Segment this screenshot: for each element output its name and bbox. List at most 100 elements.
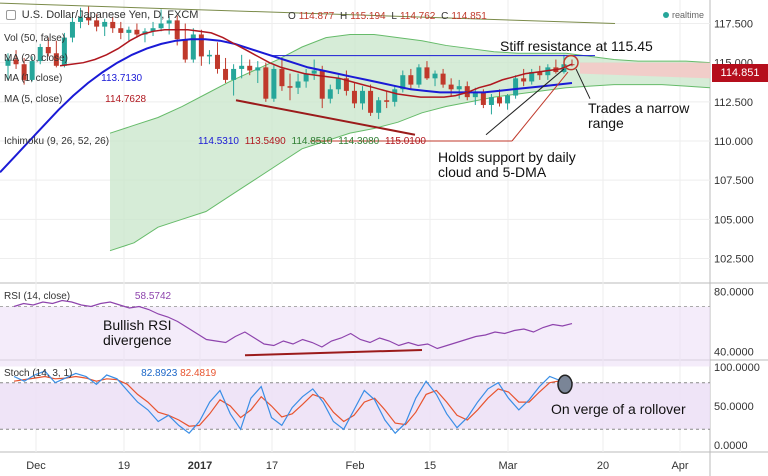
candle-body [231, 68, 237, 80]
candle-body [94, 20, 100, 27]
stoch-legend[interactable]: Stoch (14, 3, 1) 82.8923 82.4819 [4, 368, 216, 379]
candle-body [327, 89, 333, 99]
x-tick-label: Apr [671, 460, 688, 472]
annotation-support-line-2: cloud and 5-DMA [438, 164, 547, 180]
resistance-circle [563, 54, 579, 71]
legend-ma20[interactable]: MA (20, close) [4, 53, 68, 64]
candle-body [150, 28, 156, 32]
legend-ma5[interactable]: MA (5, close) 114.7628 [4, 94, 146, 105]
y-tick-label: 105.000 [714, 214, 754, 226]
rsi-legend-value: 58.5742 [134, 291, 172, 302]
collapse-toggle-icon[interactable] [6, 10, 16, 21]
candle-body [182, 39, 188, 60]
candle-body [166, 20, 172, 24]
candle-body [198, 34, 204, 57]
candle-body [134, 29, 140, 35]
current-price-tag: 114.851 [712, 64, 768, 82]
legend-ichimoku-label: Ichimoku (9, 26, 52, 26) [4, 136, 110, 147]
cloud-upper-line [109, 33, 711, 134]
legend-ma5-value: 114.7628 [105, 94, 147, 105]
low-label: L [391, 11, 397, 22]
candle-body [69, 21, 75, 38]
legend-ma1-value: 113.7130 [101, 73, 143, 84]
candle-body [496, 97, 502, 104]
stoch-legend-label: Stoch (14, 3, 1) [4, 368, 73, 379]
candle-body [255, 67, 261, 71]
upper-trendline [0, 2, 616, 24]
stoch-k-line [13, 370, 561, 435]
high-value: 115.194 [350, 11, 386, 22]
y-tick-label: 112.500 [714, 97, 753, 109]
close-label: C [441, 11, 449, 22]
rsi-line [13, 299, 573, 350]
moving-averages [0, 29, 573, 173]
candle-body [102, 21, 108, 27]
support-pointer [511, 71, 569, 142]
candle-body [13, 59, 19, 65]
rsi-legend-label: RSI (14, close) [4, 291, 71, 302]
annotation-resistance: Stiff resistance at 115.45 [500, 38, 653, 54]
annotation-rsi-divergence: Bullish RSI divergence [103, 318, 172, 348]
x-tick-label: 17 [266, 460, 278, 472]
candle-body [287, 86, 293, 88]
narrow-range-arrow [575, 68, 591, 99]
stoch-tick-label: 100.0000 [714, 362, 760, 374]
x-tick-label: Dec [26, 460, 46, 472]
candle-body [343, 78, 349, 91]
ichimoku-value-2: 113.5490 [244, 136, 286, 147]
candle-body [45, 47, 51, 54]
rsi-legend[interactable]: RSI (14, close) 58.5742 [4, 291, 171, 302]
price-axis: Dec 19 2017 17 Feb 15 Mar 20 Apr 102.500 105.000 10… [26, 19, 754, 473]
candle-body [513, 78, 519, 96]
candle-body [279, 68, 285, 87]
x-tick-label: 2017 [188, 460, 212, 472]
stoch-tick-label: 50.0000 [714, 401, 754, 413]
candle-body [392, 89, 398, 102]
candle-body [311, 70, 317, 74]
candle-body [86, 17, 92, 21]
legend-ma5-label: MA (5, close) [4, 94, 63, 105]
x-tick-label: Mar [499, 460, 518, 472]
high-label: H [339, 11, 348, 22]
candle-body [295, 81, 301, 88]
candle-body [537, 72, 543, 76]
candle-body [5, 59, 11, 66]
x-tick-label: 19 [118, 460, 130, 472]
rsi-divergence-line [244, 349, 423, 357]
low-value: 114.762 [399, 11, 436, 22]
x-tick-label: 20 [597, 460, 609, 472]
annotation-narrow-line-1: Trades a narrow [588, 100, 690, 116]
symbol-title: U.S. Dollar/Japanese Yen, D, FXCM [21, 9, 199, 21]
x-tick-label: 15 [424, 460, 436, 472]
candle-body [118, 28, 124, 33]
ichimoku-value-4: 114.3080 [338, 136, 380, 147]
candle-body [239, 65, 245, 69]
realtime-indicator: realtime [663, 10, 704, 20]
open-label: O [288, 11, 296, 22]
stoch-legend-d: 82.4819 [180, 368, 217, 379]
candle-body [529, 72, 535, 82]
candle-body [368, 90, 374, 113]
legend-ma1[interactable]: MA (1, close) 113.7130 [4, 73, 142, 84]
candle-body [440, 73, 446, 85]
candle-body [424, 67, 430, 79]
legend-vol[interactable]: Vol (50, false) [4, 33, 65, 44]
ichimoku-cloud [109, 33, 711, 252]
legend-vol-label: Vol (50, false) [4, 33, 66, 44]
candle-body [53, 53, 59, 66]
cloud-lower-line [109, 84, 711, 252]
rsi-tick-label: 80.0000 [714, 287, 754, 299]
ichimoku-value-5: 115.0100 [385, 136, 426, 147]
candle-body [206, 54, 212, 57]
support-arrow [485, 68, 565, 136]
candle-body [521, 78, 527, 82]
annotation-narrow-line-2: range [588, 115, 624, 131]
symbol-title-row: U.S. Dollar/Japanese Yen, D, FXCM [4, 9, 198, 21]
candle-body [110, 21, 116, 29]
legend-ichimoku[interactable]: Ichimoku (9, 26, 52, 26) [4, 136, 109, 147]
candle-body [263, 67, 269, 99]
ma20-line [0, 38, 573, 173]
realtime-dot-icon [663, 12, 669, 18]
ohlc-readout: O 114.877 H 115.194 L 114.762 C 114.851 [288, 11, 490, 22]
